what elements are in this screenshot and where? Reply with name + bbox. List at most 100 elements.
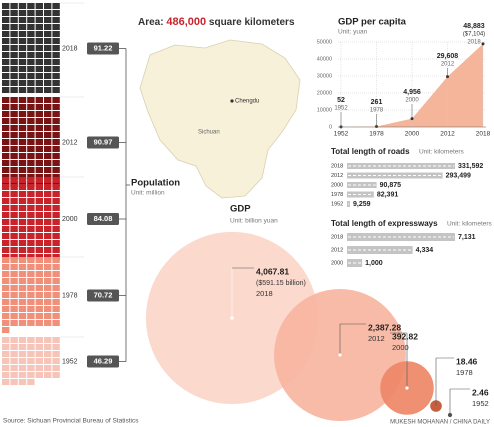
- value-label: 4,956: [403, 89, 421, 96]
- waffle-cell: [18, 191, 27, 197]
- waffle-cell: [52, 38, 60, 44]
- waffle-cell: [18, 87, 27, 93]
- waffle-cell: [44, 372, 52, 378]
- waffle-cell: [10, 191, 18, 197]
- bubble-year: 2018: [256, 289, 273, 298]
- waffle-cell: [27, 264, 35, 270]
- waffle-cell: [27, 111, 35, 117]
- waffle-cell: [44, 257, 52, 263]
- waffle-cell: [35, 10, 43, 16]
- waffle-cell: [18, 17, 27, 23]
- area-label: Area:: [138, 17, 164, 28]
- waffle-cell: [44, 38, 52, 44]
- value-box: [87, 213, 119, 225]
- value-box: [87, 136, 119, 149]
- waffle-cell: [35, 351, 43, 357]
- waffle-cell: [18, 38, 27, 44]
- waffle-cell: [52, 97, 60, 103]
- waffle-cell: [35, 278, 43, 284]
- waffle-cell: [18, 344, 27, 350]
- waffle-cell: [52, 219, 60, 225]
- waffle-cell: [52, 45, 60, 51]
- waffle-cell: [35, 31, 43, 37]
- waffle-cell: [10, 351, 18, 357]
- waffle-cell: [2, 257, 10, 263]
- waffle-cell: [2, 3, 10, 9]
- waffle-cell: [27, 351, 35, 357]
- waffle-cell: [10, 337, 18, 343]
- waffle-cell: [35, 233, 43, 239]
- waffle-cell: [27, 17, 35, 23]
- waffle-cell: [35, 125, 43, 131]
- waffle-cell: [44, 205, 52, 211]
- waffle-cell: [44, 337, 52, 343]
- waffle-cell: [44, 132, 52, 138]
- point-year: 2018: [467, 40, 481, 46]
- waffle-cell: [44, 177, 52, 183]
- waffle-cell: [2, 52, 10, 58]
- value-label: 331,592: [458, 163, 483, 170]
- waffle-cell: [35, 17, 43, 23]
- point-year: 1952: [334, 106, 348, 112]
- chart-title: GDP per capita: [338, 17, 407, 28]
- waffle-cell: [18, 313, 27, 319]
- waffle-cell: [2, 299, 10, 305]
- value-label: 46.29: [94, 356, 113, 365]
- waffle-cell: [52, 3, 60, 9]
- waffle-cell: [27, 73, 35, 79]
- waffle-cell: [18, 365, 27, 371]
- waffle-cell: [2, 66, 10, 72]
- waffle-cell: [44, 153, 52, 159]
- annotation: ($591.15 billion): [256, 280, 306, 287]
- waffle-cell: [27, 160, 35, 166]
- waffle-cell: [2, 285, 10, 291]
- waffle-cell: [52, 299, 60, 305]
- waffle-cell: [44, 146, 52, 152]
- waffle-cell: [35, 73, 43, 79]
- waffle-cell: [10, 139, 18, 145]
- value-label: 392.82: [392, 331, 418, 341]
- waffle-cell: [10, 372, 18, 378]
- x-tick-label: 2000: [405, 131, 420, 138]
- waffle-cell: [44, 292, 52, 298]
- waffle-cell: [2, 167, 10, 173]
- waffle-cell: [27, 372, 35, 378]
- waffle-cell: [44, 219, 52, 225]
- waffle-cell: [44, 233, 52, 239]
- waffle-cell: [44, 24, 52, 30]
- chart-subtitle: Unit: yuan: [338, 29, 368, 36]
- waffle-cell: [52, 10, 60, 16]
- waffle-cell: [35, 299, 43, 305]
- waffle-cell: [52, 31, 60, 37]
- waffle-cell: [10, 125, 18, 131]
- waffle-cell: [10, 264, 18, 270]
- waffle-cell: [2, 292, 10, 298]
- waffle-cell: [18, 240, 27, 246]
- waffle-cell: [35, 271, 43, 277]
- waffle-cell: [27, 313, 35, 319]
- waffle-cell: [10, 17, 18, 23]
- y-tick-label: 30000: [317, 73, 332, 79]
- waffle-cell: [44, 87, 52, 93]
- value-label: 90.97: [94, 137, 113, 146]
- value-label: 9,259: [353, 201, 371, 208]
- waffle-cell: [27, 205, 35, 211]
- waffle-cell: [2, 125, 10, 131]
- waffle-cell: [35, 104, 43, 110]
- y-tick-label: 0: [329, 124, 332, 130]
- value-label: 48,883: [463, 23, 485, 30]
- year-label: 2018: [62, 45, 78, 52]
- chart-title: Total length of expressways: [331, 219, 438, 228]
- waffle-cell: [10, 97, 18, 103]
- waffle-cell: [2, 320, 10, 326]
- value-label: 4,067.81: [256, 266, 289, 276]
- value-label: 2.46: [472, 387, 489, 397]
- waffle-cell: [44, 306, 52, 312]
- waffle-cell: [27, 167, 35, 173]
- waffle-cell: [2, 73, 10, 79]
- category-label: 2000: [331, 260, 343, 266]
- waffle-cell: [10, 247, 18, 253]
- waffle-cell: [35, 153, 43, 159]
- waffle-cell: [18, 104, 27, 110]
- waffle-cell: [44, 299, 52, 305]
